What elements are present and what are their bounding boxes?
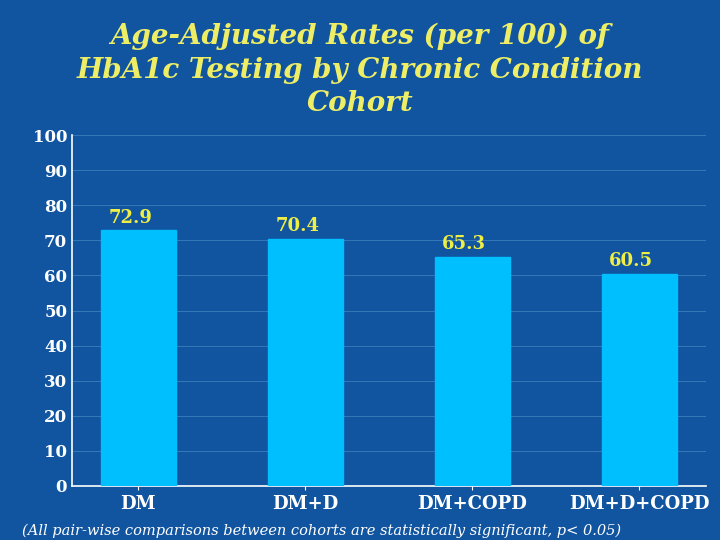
- Text: (All pair-wise comparisons between cohorts are statistically significant, p< 0.0: (All pair-wise comparisons between cohor…: [22, 523, 621, 538]
- Bar: [268, 239, 343, 486]
- Text: Age-Adjusted Rates (per 100) of
HbA1c Testing by Chronic Condition
Cohort: Age-Adjusted Rates (per 100) of HbA1c Te…: [77, 23, 643, 117]
- Text: 60.5: 60.5: [609, 252, 653, 270]
- Text: 65.3: 65.3: [442, 235, 486, 253]
- Bar: [435, 257, 510, 486]
- Text: 70.4: 70.4: [275, 218, 319, 235]
- Text: 72.9: 72.9: [108, 208, 152, 227]
- Bar: [101, 230, 176, 486]
- Bar: [602, 274, 677, 486]
